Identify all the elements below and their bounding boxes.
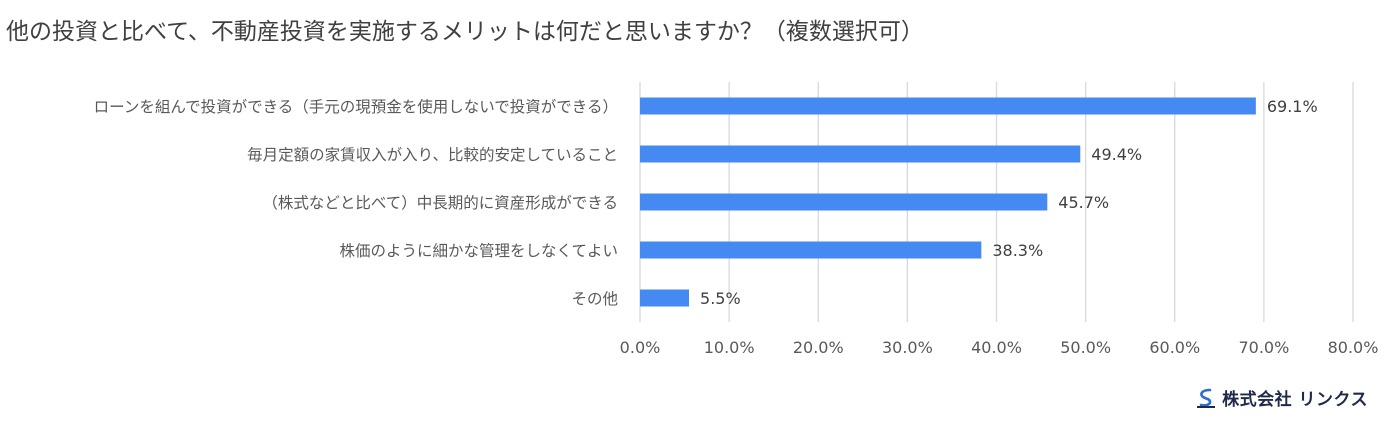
data-label: 69.1% xyxy=(1267,97,1318,116)
bar xyxy=(640,145,1081,163)
category-label: （株式などと比べて）中長期的に資産形成ができる xyxy=(262,194,618,212)
company-logo: 株式会社 リンクス xyxy=(1195,385,1368,410)
link-s-logo-icon xyxy=(1197,388,1216,408)
data-label: 38.3% xyxy=(992,241,1043,260)
data-label: 45.7% xyxy=(1058,193,1109,212)
category-label: ローンを組んで投資ができる（手元の現預金を使用しないで投資ができる） xyxy=(94,98,618,116)
category-label: 毎月定額の家賃収入が入り、比較的安定していること xyxy=(247,146,618,164)
chart-title: 他の投資と比べて、不動産投資を実施するメリットは何だと思いますか？（複数選択可） xyxy=(6,19,924,45)
data-label: 5.5% xyxy=(700,289,741,308)
company-name: 株式会社 リンクス xyxy=(1222,390,1368,410)
x-tick-label: 20.0% xyxy=(793,338,844,357)
bar xyxy=(640,97,1256,115)
x-tick-label: 70.0% xyxy=(1238,338,1289,357)
x-tick-label: 0.0% xyxy=(620,338,661,357)
x-tick-label: 80.0% xyxy=(1328,338,1379,357)
x-tick-label: 40.0% xyxy=(971,338,1022,357)
data-label: 49.4% xyxy=(1091,145,1142,164)
bar xyxy=(640,289,690,307)
x-tick-label: 10.0% xyxy=(704,338,755,357)
x-tick-label: 60.0% xyxy=(1149,338,1200,357)
x-tick-label: 30.0% xyxy=(882,338,933,357)
category-labels: ローンを組んで投資ができる（手元の現預金を使用しないで投資ができる） 毎月定額の家… xyxy=(94,98,618,308)
x-tick-label: 50.0% xyxy=(1060,338,1111,357)
bar xyxy=(640,241,982,259)
data-labels: 69.1% 49.4% 45.7% 38.3% 5.5% xyxy=(700,97,1318,308)
bars xyxy=(640,97,1256,307)
category-label: その他 xyxy=(571,290,618,308)
category-label: 株価のように細かな管理をしなくてよい xyxy=(339,242,618,260)
bar xyxy=(640,193,1048,211)
x-axis-tick-labels: 0.0% 10.0% 20.0% 30.0% 40.0% 50.0% 60.0% 70.0% 8… xyxy=(620,338,1379,357)
